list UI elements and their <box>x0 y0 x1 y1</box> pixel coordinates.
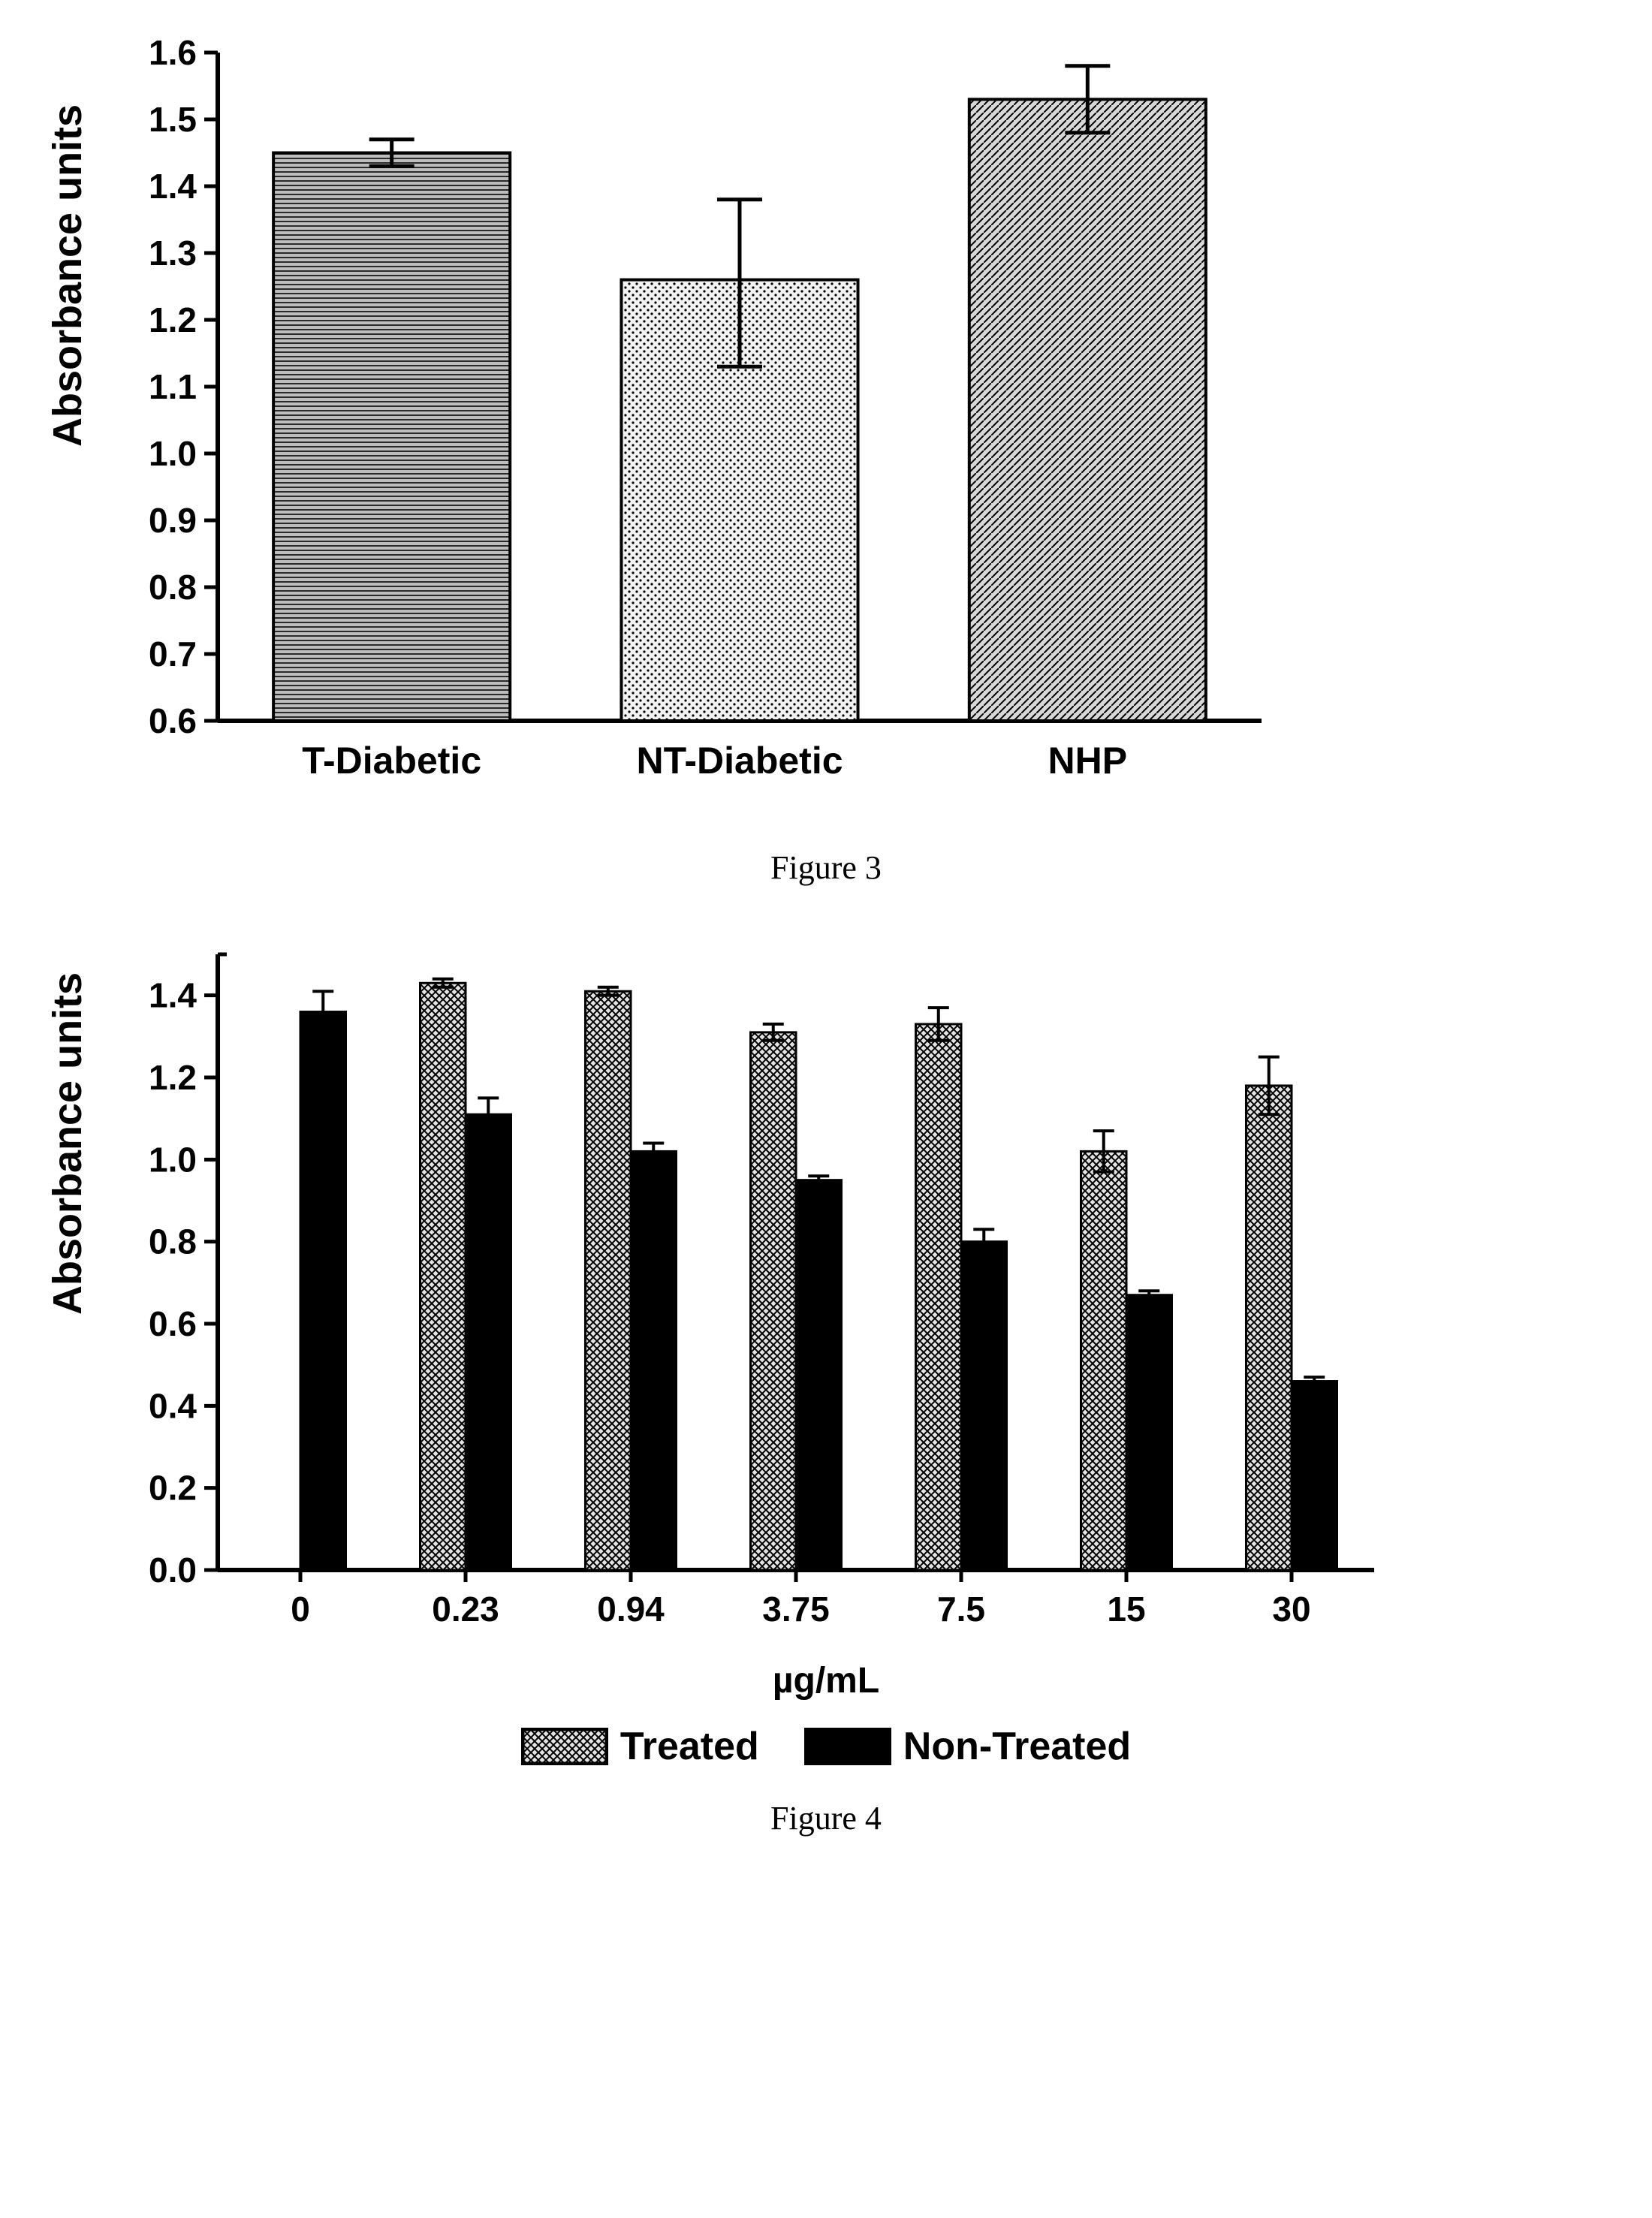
svg-text:0.6: 0.6 <box>149 1304 197 1343</box>
svg-text:1.6: 1.6 <box>149 33 197 72</box>
svg-text:1.1: 1.1 <box>149 367 197 406</box>
svg-text:0.8: 0.8 <box>149 1222 197 1261</box>
figure-4-xlabel: µg/mL <box>45 1660 1607 1701</box>
svg-text:1.2: 1.2 <box>149 300 197 339</box>
svg-text:1.5: 1.5 <box>149 100 197 139</box>
svg-text:7.5: 7.5 <box>937 1590 985 1629</box>
figure-4-plot-area: 0.0 0.2 0.4 0.6 0.8 1.0 1.2 1.4 0 0.23 0.94 3.75 7.5… <box>90 932 1404 1653</box>
figure-4-caption: Figure 4 <box>45 1799 1607 1837</box>
figure-4-chart: Absorbance units 0.0 0.2 0.4 0.6 0.8 1.0 1.2 1.… <box>45 932 1607 1653</box>
svg-text:30: 30 <box>1272 1590 1310 1629</box>
figure-3: Absorbance units <box>45 30 1607 887</box>
svg-text:1.0: 1.0 <box>149 1140 197 1179</box>
svg-text:0.6: 0.6 <box>149 701 197 740</box>
figure-3-caption: Figure 3 <box>45 848 1607 887</box>
svg-text:0.9: 0.9 <box>149 501 197 540</box>
svg-text:NT-Diabetic: NT-Diabetic <box>636 740 843 782</box>
svg-text:0.8: 0.8 <box>149 568 197 607</box>
svg-text:NHP: NHP <box>1048 740 1128 782</box>
svg-text:0.2: 0.2 <box>149 1469 197 1508</box>
figure-4-legend: Treated Non-Treated <box>45 1724 1607 1769</box>
legend-item-nontreated: Non-Treated <box>804 1724 1131 1769</box>
svg-text:1.4: 1.4 <box>149 167 197 206</box>
legend-item-treated: Treated <box>521 1724 759 1769</box>
legend-label-nontreated: Non-Treated <box>903 1724 1131 1769</box>
svg-text:15: 15 <box>1107 1590 1145 1629</box>
figure-3-chart: Absorbance units <box>45 30 1607 818</box>
figure-4: Absorbance units 0.0 0.2 0.4 0.6 0.8 1.0 1.2 1.… <box>45 932 1607 1837</box>
svg-text:1.0: 1.0 <box>149 434 197 473</box>
figure-3-ylabel: Absorbance units <box>44 402 91 447</box>
legend-label-treated: Treated <box>620 1724 759 1769</box>
figure-4-svg: 0.0 0.2 0.4 0.6 0.8 1.0 1.2 1.4 0 0.23 0.94 3.75 7.5… <box>90 932 1404 1653</box>
svg-text:0.4: 0.4 <box>149 1386 197 1425</box>
figure-4-ylabel: Absorbance units <box>44 1270 91 1315</box>
svg-text:1.2: 1.2 <box>149 1058 197 1097</box>
figure-3-svg: 0.6 0.7 0.8 0.9 1.0 1.1 1.2 1.3 1.4 1.5 1.6 T-Diabe… <box>90 30 1292 818</box>
svg-text:1.4: 1.4 <box>149 976 197 1015</box>
legend-swatch-treated <box>521 1728 608 1765</box>
figure-3-plot-area: 0.6 0.7 0.8 0.9 1.0 1.1 1.2 1.3 1.4 1.5 1.6 T-Diabe… <box>90 30 1292 818</box>
svg-text:0.0: 0.0 <box>149 1550 197 1590</box>
legend-swatch-nontreated <box>804 1728 891 1765</box>
svg-text:0.94: 0.94 <box>597 1590 665 1629</box>
svg-text:3.75: 3.75 <box>762 1590 830 1629</box>
svg-text:0.7: 0.7 <box>149 634 197 674</box>
svg-text:0.23: 0.23 <box>432 1590 499 1629</box>
svg-text:1.3: 1.3 <box>149 234 197 273</box>
svg-text:T-Diabetic: T-Diabetic <box>302 740 481 782</box>
svg-text:0: 0 <box>291 1590 310 1629</box>
